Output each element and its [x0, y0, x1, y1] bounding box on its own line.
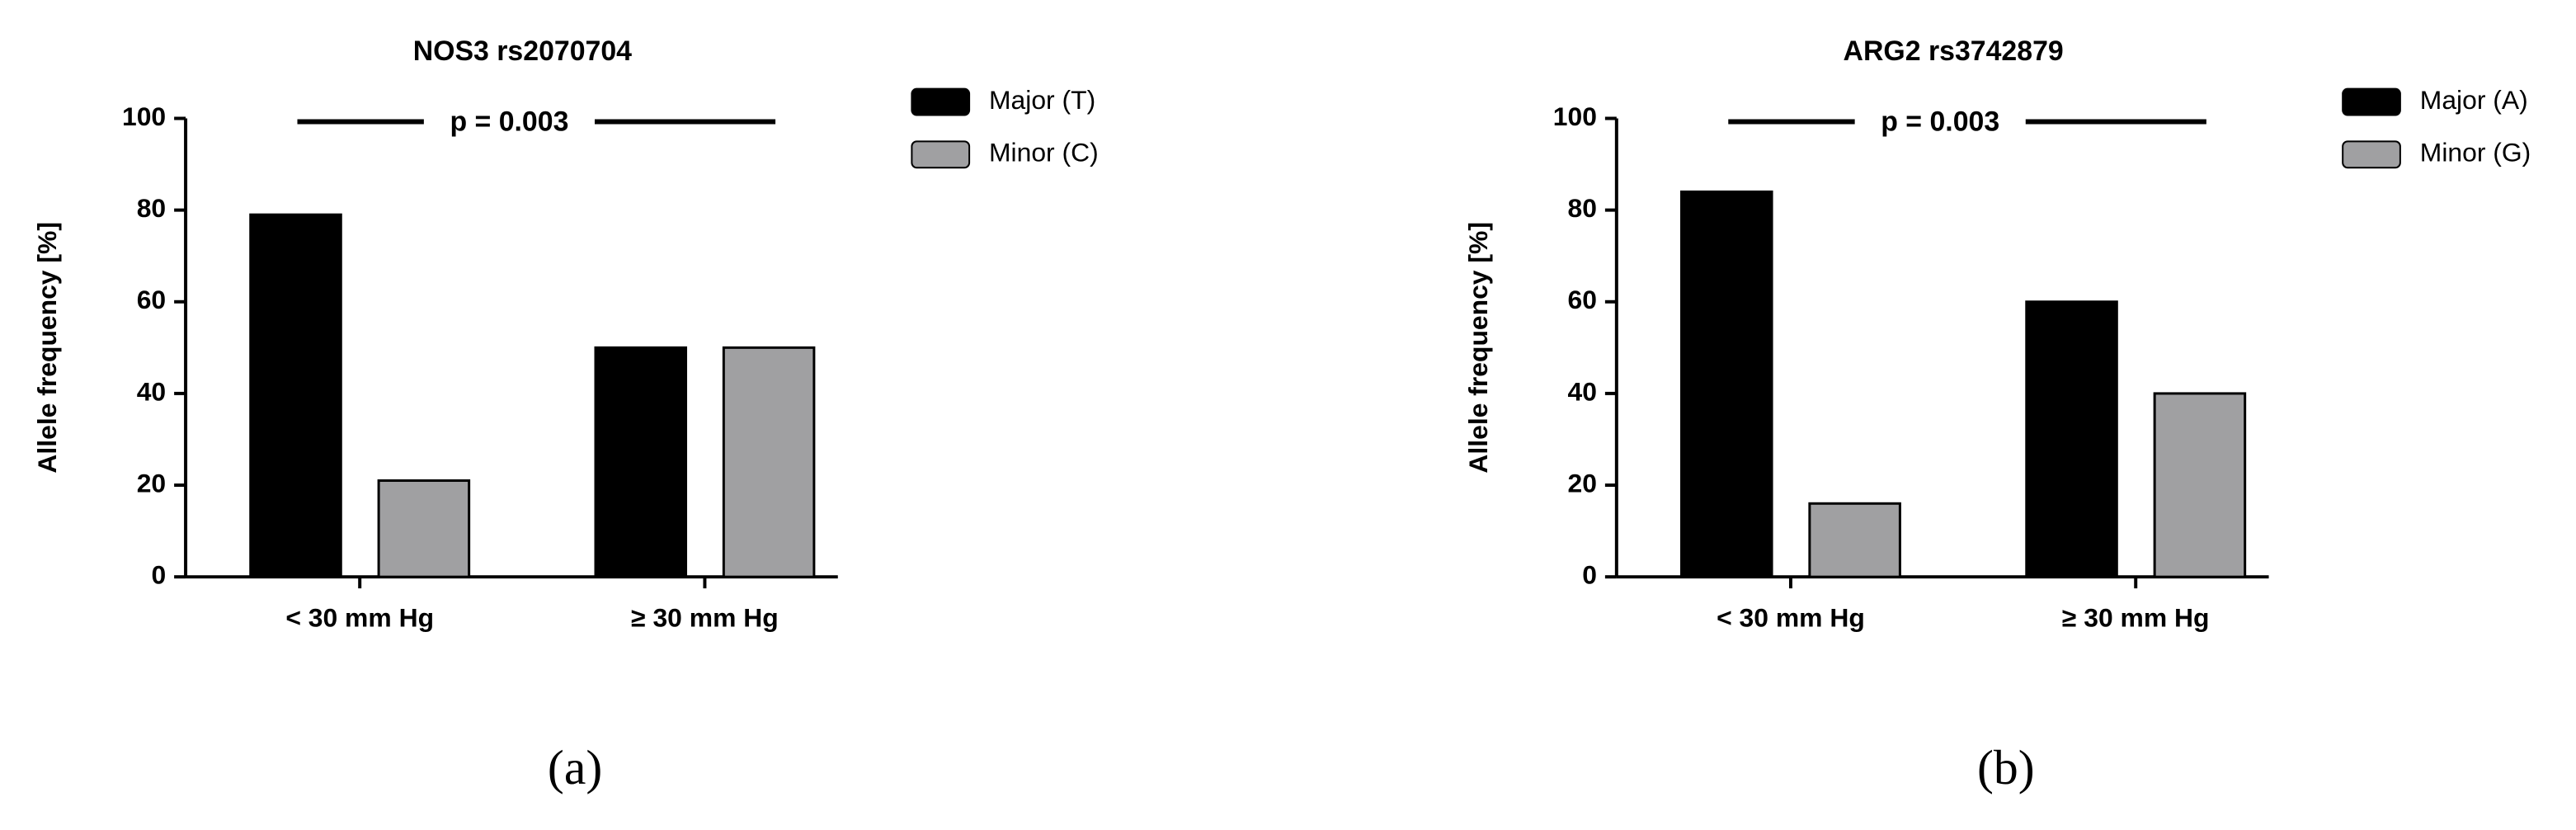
- annotation: p = 0.003: [450, 106, 568, 137]
- x-tick-label: < 30 mm Hg: [285, 602, 434, 632]
- y-tick-label: 20: [1568, 468, 1597, 498]
- panel-label: (a): [548, 740, 602, 795]
- y-tick-label: 100: [122, 101, 166, 131]
- bar: [249, 213, 342, 578]
- legend-label: Major (A): [2420, 85, 2528, 115]
- bar: [2153, 392, 2247, 578]
- y-tick-label: 0: [1582, 560, 1597, 590]
- legend-label: Major (T): [989, 85, 1095, 115]
- y-tick-label: 40: [1568, 376, 1597, 406]
- x-tick-label: ≥ 30 mm Hg: [631, 602, 779, 632]
- chart: NOS3 rs2070704 Allele frequency [%] 0 20 40 6…: [32, 35, 1099, 795]
- y-tick-label: 80: [137, 193, 166, 223]
- bar: [594, 346, 688, 578]
- y-tick-label: 80: [1568, 193, 1597, 223]
- legend-label: Minor (C): [989, 138, 1099, 167]
- bar: [722, 346, 816, 578]
- x-tick-label: ≥ 30 mm Hg: [2062, 602, 2210, 632]
- x-tick-label: < 30 mm Hg: [1717, 602, 1865, 632]
- chart-title: NOS3 rs2070704: [413, 35, 632, 67]
- bar: [2025, 300, 2118, 578]
- y-tick-label: 40: [137, 376, 166, 406]
- panel-label: (b): [1977, 740, 2035, 795]
- y-tick-label: 60: [137, 285, 166, 314]
- y-tick-label: 0: [151, 560, 166, 590]
- legend-swatch: [2342, 87, 2401, 116]
- chart: ARG2 rs3742879 Allele frequency [%] 0 20 40 6…: [1463, 35, 2531, 795]
- y-tick-label: 60: [1568, 285, 1597, 314]
- legend-swatch: [911, 87, 971, 116]
- y-axis-label: Allele frequency [%]: [32, 222, 62, 474]
- y-tick-label: 100: [1553, 101, 1597, 131]
- legend-label: Minor (G): [2420, 138, 2531, 167]
- chart-title: ARG2 rs3742879: [1844, 35, 2064, 67]
- bar: [1680, 190, 1773, 578]
- bar: [1808, 502, 1901, 578]
- legend-swatch: [2342, 140, 2401, 169]
- bar: [377, 479, 471, 578]
- annotation: p = 0.003: [1881, 106, 1999, 137]
- y-tick-label: 20: [137, 468, 166, 498]
- legend-swatch: [911, 140, 971, 169]
- y-axis-label: Allele frequency [%]: [1463, 222, 1493, 474]
